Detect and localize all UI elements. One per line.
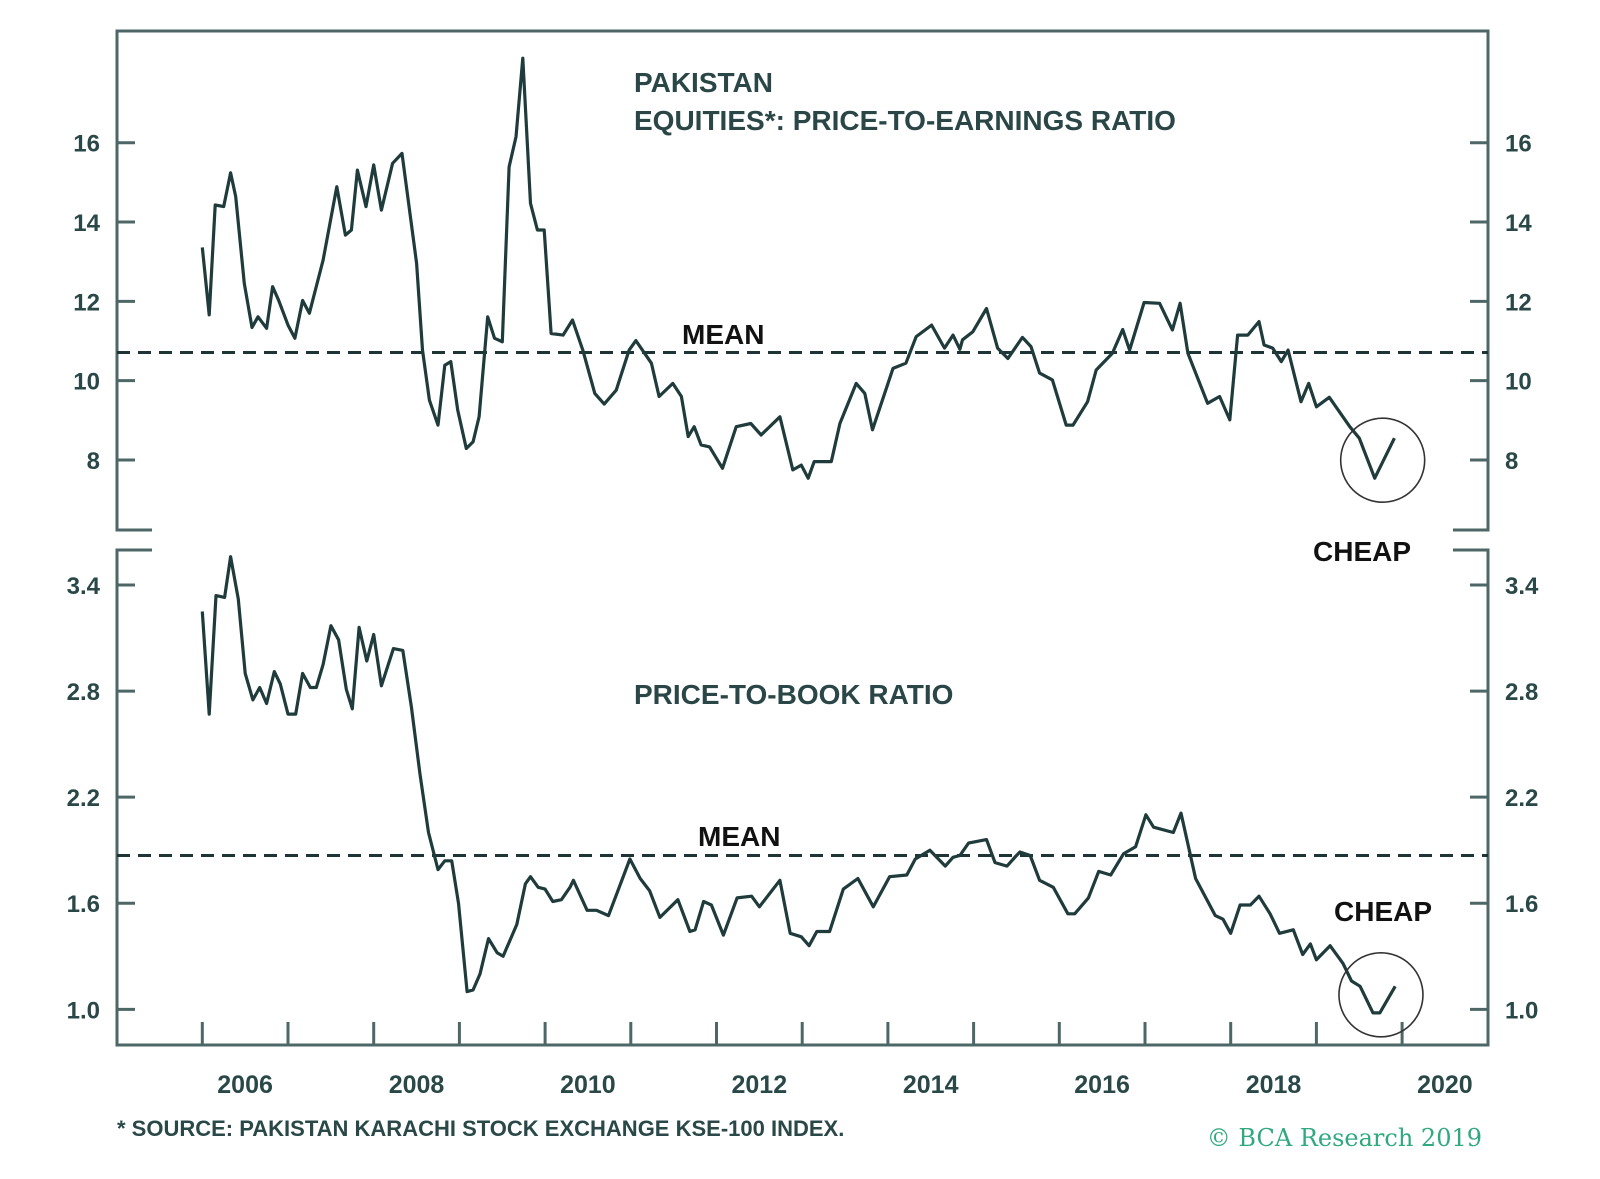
- pe-mean-label: MEAN: [682, 319, 764, 350]
- pe-cheap-label: CHEAP: [1313, 536, 1411, 567]
- pb-title: PRICE-TO-BOOK RATIO: [634, 679, 953, 710]
- y-tick-label-right: 1.6: [1505, 891, 1538, 918]
- y-tick-label-right: 2.8: [1505, 679, 1538, 706]
- cheap-circles: [1338, 417, 1426, 1038]
- y-tick-label-left: 14: [73, 210, 100, 237]
- copyright-logo: © BCA Research 2019: [1207, 1124, 1482, 1152]
- x-tick-label: 2008: [389, 1071, 445, 1099]
- mean-lines: [117, 351, 1488, 858]
- y-tick-label-left: 2.8: [67, 679, 100, 706]
- pb-ratio-line: [200, 555, 1397, 1015]
- x-tick-label: 2006: [217, 1071, 273, 1099]
- pb-mean-label: MEAN: [698, 821, 780, 852]
- x-tick-label: 2010: [560, 1071, 616, 1099]
- pe-title-line2: EQUITIES*: PRICE-TO-EARNINGS RATIO: [634, 105, 1176, 136]
- y-tick-label-left: 2.2: [67, 785, 100, 812]
- y-tick-label-left: 1.6: [67, 891, 100, 918]
- y-tick-label-right: 3.4: [1505, 573, 1539, 600]
- x-tick-label: 2020: [1417, 1071, 1473, 1099]
- series-lines: [200, 56, 1397, 1015]
- y-tick-label-right: 10: [1505, 369, 1532, 396]
- pe-ratio-line: [200, 56, 1396, 480]
- y-tick-label-left: 8: [87, 448, 100, 475]
- x-tick-label: 2016: [1074, 1071, 1130, 1099]
- y-tick-label-left: 10: [73, 369, 100, 396]
- panel-frames: [115, 29, 1490, 1047]
- y-tick-label-left: 16: [73, 131, 100, 158]
- axis-ticks: 8 8 10 10 12 12 14 14 16 16 1.0 1.0 1.6 1.6 2.2 2.2 2.8 2…: [67, 131, 1539, 1099]
- y-tick-label-right: 14: [1505, 210, 1532, 237]
- x-tick-label: 2018: [1246, 1071, 1302, 1099]
- y-tick-label-left: 3.4: [67, 573, 101, 600]
- x-tick-label: 2012: [731, 1071, 787, 1099]
- y-tick-label-right: 8: [1505, 448, 1518, 475]
- y-tick-label-right: 1.0: [1505, 997, 1538, 1024]
- y-tick-label-right: 12: [1505, 289, 1532, 316]
- source-footnote: * SOURCE: PAKISTAN KARACHI STOCK EXCHANG…: [117, 1116, 844, 1141]
- y-tick-label-right: 2.2: [1505, 785, 1538, 812]
- y-tick-label-left: 1.0: [67, 997, 100, 1024]
- pe-title-line1: PAKISTAN: [634, 67, 773, 98]
- cheap-circle: [1338, 952, 1424, 1038]
- y-tick-label-left: 12: [73, 289, 100, 316]
- pb-cheap-label: CHEAP: [1334, 896, 1432, 927]
- x-tick-label: 2014: [903, 1071, 959, 1099]
- y-tick-label-right: 16: [1505, 131, 1532, 158]
- cheap-circle: [1339, 417, 1426, 504]
